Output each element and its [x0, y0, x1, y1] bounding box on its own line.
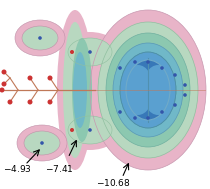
Ellipse shape: [120, 52, 176, 128]
Circle shape: [38, 36, 42, 40]
Circle shape: [183, 83, 187, 87]
Text: $-7.41$: $-7.41$: [45, 163, 74, 174]
Circle shape: [160, 110, 164, 114]
Circle shape: [8, 99, 13, 105]
Ellipse shape: [142, 65, 174, 115]
Circle shape: [47, 75, 52, 81]
Circle shape: [146, 60, 150, 64]
Ellipse shape: [60, 110, 120, 150]
Circle shape: [1, 81, 7, 87]
Ellipse shape: [68, 38, 112, 66]
Ellipse shape: [68, 116, 112, 144]
Ellipse shape: [72, 38, 92, 142]
Ellipse shape: [57, 10, 93, 170]
Circle shape: [28, 75, 33, 81]
Ellipse shape: [15, 20, 65, 56]
Circle shape: [0, 88, 4, 92]
Circle shape: [40, 141, 44, 145]
Circle shape: [133, 116, 137, 120]
Circle shape: [133, 60, 137, 64]
Ellipse shape: [134, 70, 162, 110]
Circle shape: [118, 110, 122, 114]
Circle shape: [47, 99, 52, 105]
Circle shape: [183, 93, 187, 97]
Ellipse shape: [113, 43, 183, 137]
Circle shape: [173, 103, 177, 107]
Circle shape: [146, 116, 150, 120]
Ellipse shape: [106, 33, 190, 147]
Ellipse shape: [63, 22, 87, 158]
Ellipse shape: [90, 10, 206, 170]
Circle shape: [88, 50, 92, 54]
Circle shape: [1, 70, 7, 74]
Ellipse shape: [126, 60, 170, 120]
Circle shape: [88, 128, 92, 132]
Circle shape: [70, 128, 74, 132]
Circle shape: [118, 66, 122, 70]
Ellipse shape: [22, 26, 58, 50]
Text: $-4.93$: $-4.93$: [3, 163, 32, 174]
Circle shape: [28, 99, 33, 105]
Circle shape: [160, 66, 164, 70]
Ellipse shape: [122, 65, 154, 115]
Ellipse shape: [17, 125, 67, 161]
Ellipse shape: [73, 52, 87, 128]
Circle shape: [70, 50, 74, 54]
Circle shape: [173, 73, 177, 77]
Ellipse shape: [98, 22, 198, 158]
Ellipse shape: [60, 32, 120, 72]
Ellipse shape: [24, 131, 60, 155]
Text: $-10.68$: $-10.68$: [96, 177, 131, 188]
